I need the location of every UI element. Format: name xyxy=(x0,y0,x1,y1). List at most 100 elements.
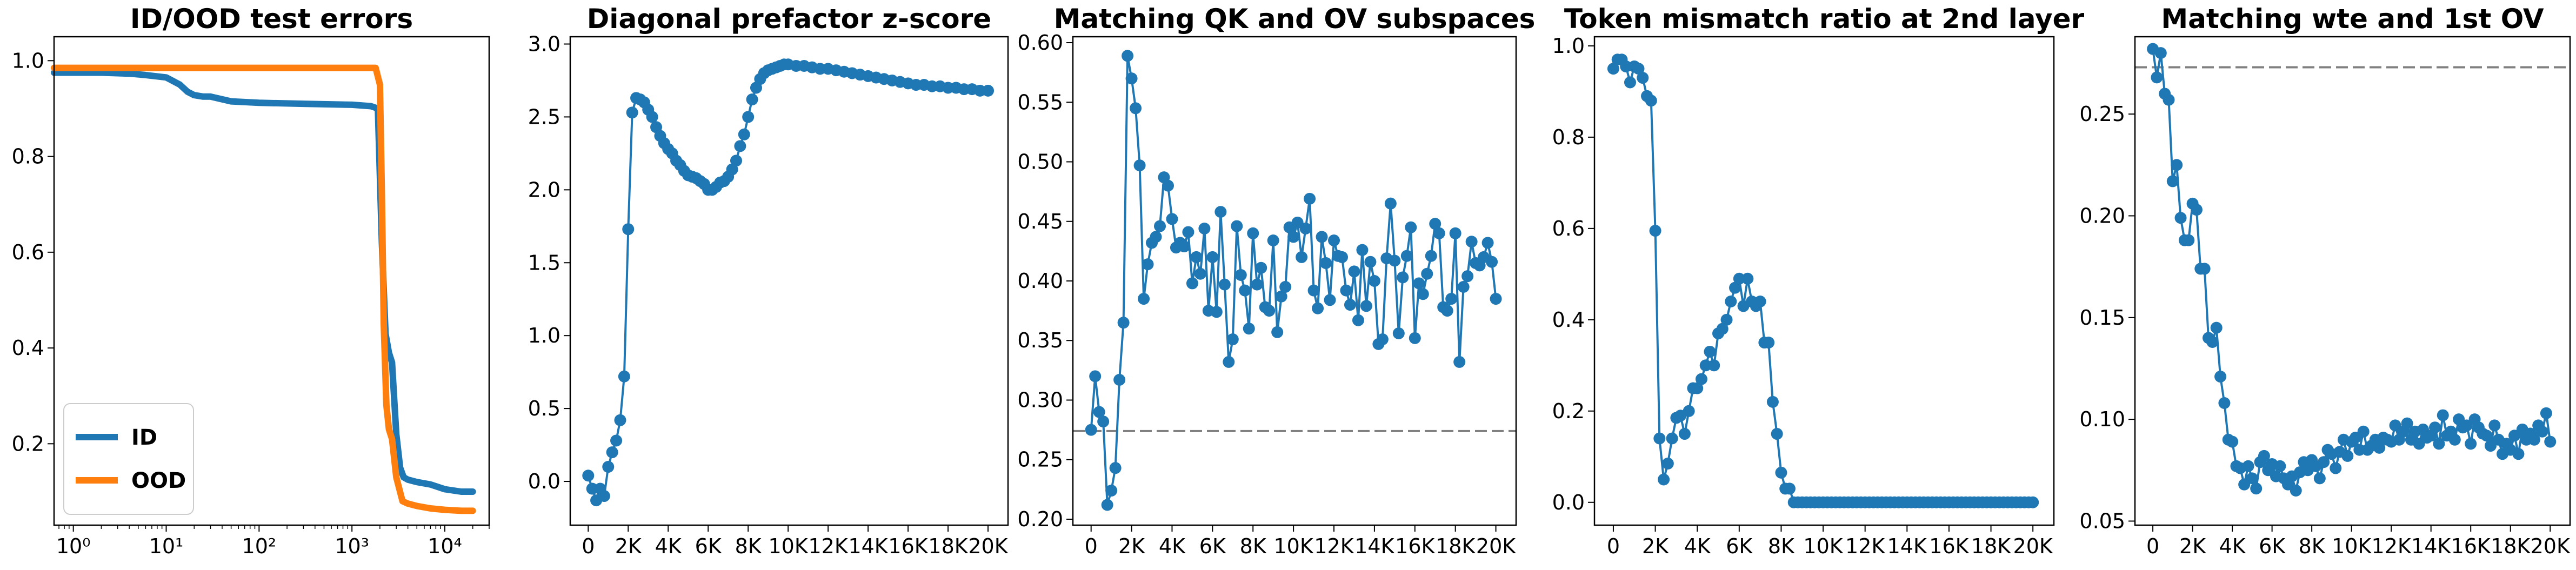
y-tick-label: 0.15 xyxy=(2079,306,2125,330)
x-tick-label: 14K xyxy=(1887,534,1927,558)
data-point xyxy=(1433,227,1445,239)
x-tick-label: 18K xyxy=(1436,534,1476,558)
x-tick-label: 4K xyxy=(2219,534,2246,558)
data-point xyxy=(1154,220,1166,232)
data-point xyxy=(1397,271,1409,284)
y-tick-label: 0.25 xyxy=(2079,102,2125,126)
y-tick-label: 0.35 xyxy=(1017,328,1063,352)
data-point xyxy=(1122,50,1134,62)
data-point xyxy=(622,223,635,236)
data-point xyxy=(2183,234,2195,246)
x-tick-label: 2K xyxy=(2179,534,2206,558)
y-tick-label: 0.0 xyxy=(528,470,560,493)
data-point xyxy=(1093,406,1105,418)
data-point xyxy=(1162,179,1174,192)
data-point xyxy=(1733,272,1745,285)
data-point xyxy=(1645,95,1657,107)
y-tick-label: 0.55 xyxy=(1017,90,1063,114)
data-point xyxy=(742,111,755,123)
data-point xyxy=(1763,337,1775,349)
plot-frame xyxy=(569,36,1009,526)
data-point xyxy=(746,93,758,106)
data-point xyxy=(1429,218,1442,230)
data-point xyxy=(606,446,618,459)
y-tick-label: 0.5 xyxy=(528,397,560,420)
data-point xyxy=(2206,336,2219,348)
data-point xyxy=(2198,263,2211,275)
data-point xyxy=(1360,300,1372,312)
data-point xyxy=(1405,221,1417,233)
data-point xyxy=(1109,462,1122,474)
data-point xyxy=(1465,236,1478,248)
y-tick-label: 1.5 xyxy=(528,251,560,274)
data-point xyxy=(1328,234,1340,247)
series-line-id xyxy=(51,69,476,495)
data-point xyxy=(1683,405,1695,417)
plot-frame xyxy=(2134,36,2571,526)
data-point xyxy=(1231,220,1243,232)
data-point xyxy=(614,414,626,426)
data-point xyxy=(1356,244,1369,256)
data-point xyxy=(2218,397,2231,409)
data-point xyxy=(1661,457,1674,470)
data-point xyxy=(1666,432,1678,445)
data-point xyxy=(1307,284,1320,297)
x-tick-label: 0 xyxy=(2146,534,2159,558)
data-point xyxy=(2433,438,2445,450)
data-point xyxy=(1214,206,1227,218)
data-point xyxy=(1239,284,1251,297)
data-point xyxy=(1113,374,1126,386)
plot-frame xyxy=(1072,36,1517,526)
x-tick-label: 0 xyxy=(582,534,595,558)
x-tick-label: 14K xyxy=(1354,534,1394,558)
data-point xyxy=(2540,407,2552,419)
data-point xyxy=(2536,425,2548,438)
data-point xyxy=(1384,197,1397,210)
data-point xyxy=(1449,227,1461,239)
y-tick-label: 1.0 xyxy=(528,324,560,347)
data-point xyxy=(1352,314,1364,326)
data-point xyxy=(1234,269,1247,281)
data-point xyxy=(1400,250,1413,262)
data-point xyxy=(2166,175,2179,187)
data-point xyxy=(1296,251,1308,263)
data-point xyxy=(1166,213,1178,225)
x-tick-label: 18K xyxy=(928,534,968,558)
data-point xyxy=(1716,323,1729,335)
x-tick-label: 16K xyxy=(1929,534,1969,558)
data-point xyxy=(1771,428,1783,440)
data-point xyxy=(1226,333,1239,346)
x-tick-label: 6K xyxy=(1726,534,1753,558)
x-tick-label: 10⁴ xyxy=(428,534,462,558)
data-point xyxy=(1130,102,1142,115)
data-point xyxy=(1389,254,1401,267)
data-point xyxy=(646,111,658,123)
data-point xyxy=(1336,251,1348,263)
data-point xyxy=(1413,277,1425,290)
legend: ID OOD xyxy=(63,403,194,515)
data-point xyxy=(1085,424,1097,436)
data-point xyxy=(1649,225,1661,237)
data-point xyxy=(1299,222,1312,234)
x-tick-label: 8K xyxy=(1240,534,1267,558)
x-tick-label: 10¹ xyxy=(149,534,184,558)
data-point xyxy=(626,106,638,119)
data-point xyxy=(2171,159,2183,171)
x-tick-label: 14K xyxy=(2411,534,2451,558)
data-point xyxy=(1620,60,1632,72)
x-tick-label: 16K xyxy=(2451,534,2491,558)
data-point xyxy=(1481,237,1494,249)
data-point xyxy=(1101,499,1113,511)
data-point xyxy=(2190,204,2203,216)
data-point xyxy=(1097,415,1110,428)
x-tick-label: 16K xyxy=(888,534,928,558)
data-point xyxy=(1186,277,1198,290)
data-point xyxy=(1754,296,1766,308)
data-point xyxy=(1251,278,1263,291)
y-tick-label: 0.0 xyxy=(1552,491,1585,514)
x-tick-label: 18K xyxy=(1971,534,2011,558)
data-point xyxy=(738,128,750,140)
data-point xyxy=(2246,472,2258,485)
x-tick-label: 20K xyxy=(2013,534,2053,558)
data-point xyxy=(1218,278,1231,291)
